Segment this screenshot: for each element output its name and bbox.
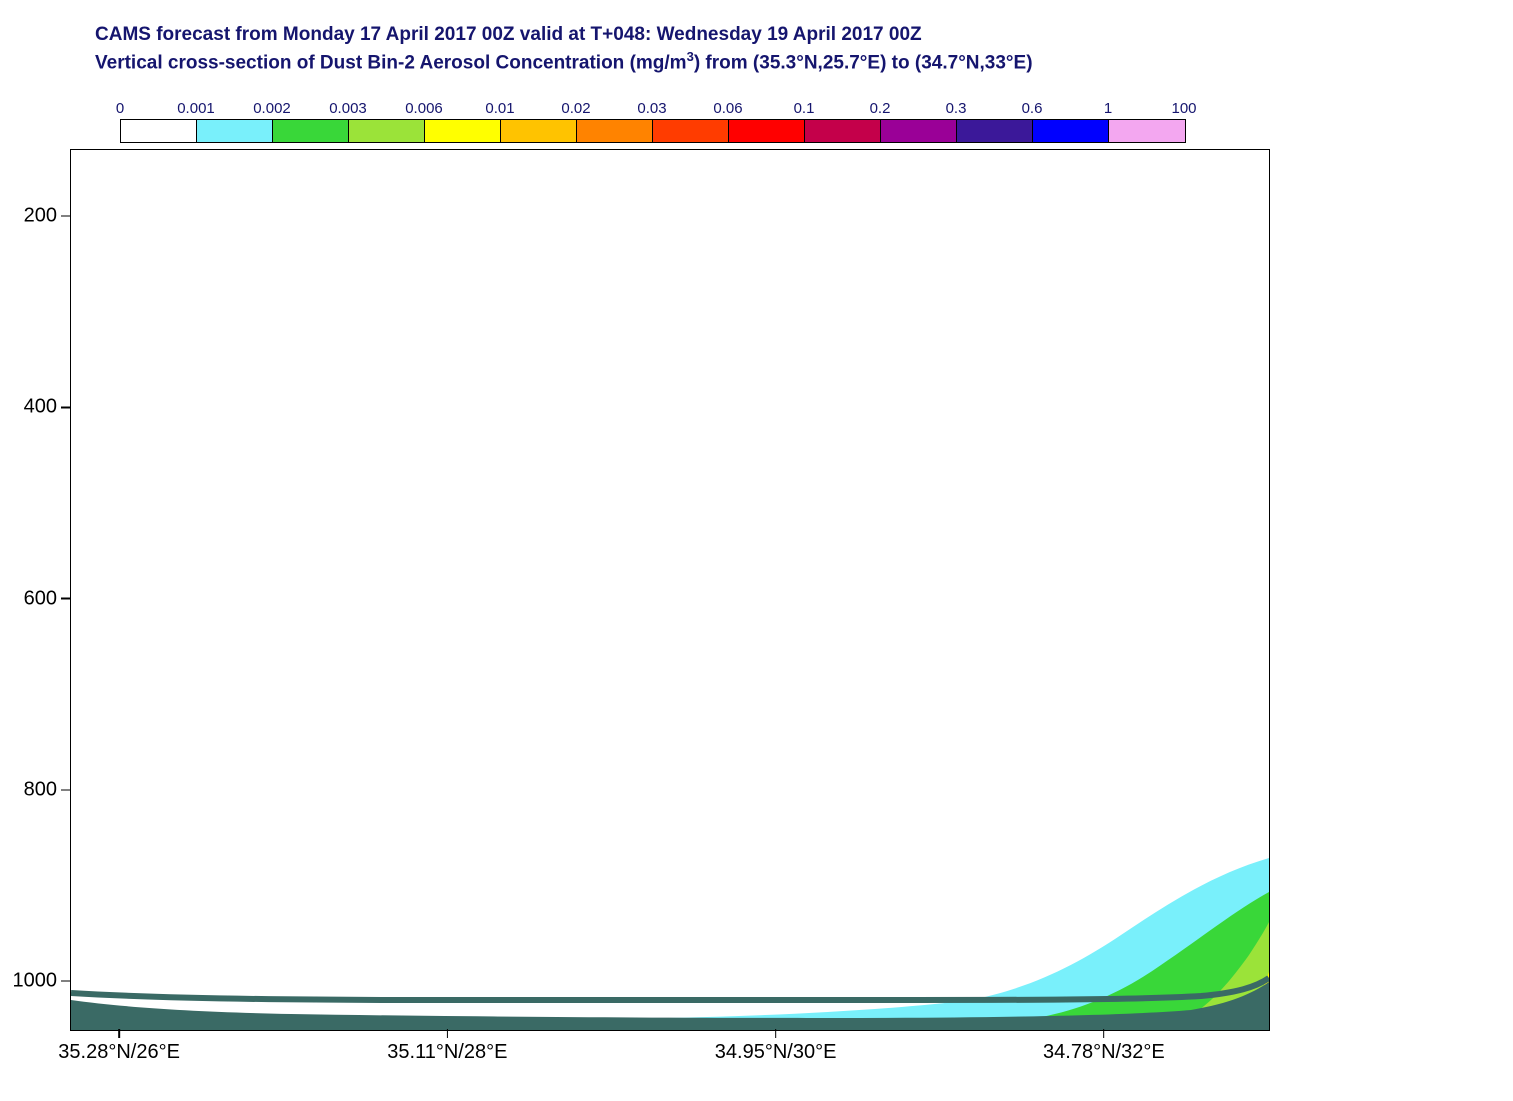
- colorbar-segment: [653, 120, 729, 142]
- y-tick-mark: [61, 598, 70, 600]
- y-tick-label: 400: [24, 396, 61, 419]
- colorbar-segments: [120, 119, 1186, 143]
- x-tick: 35.28°N/26°E: [58, 1029, 180, 1064]
- y-axis-ticks: 200 400 600 800 1000: [0, 149, 70, 1029]
- y-tick-label: 800: [24, 778, 61, 801]
- x-tick-mark: [447, 1029, 449, 1038]
- x-axis-ticks: 35.28°N/26°E35.11°N/28°E34.95°N/30°E34.7…: [70, 1029, 1268, 1069]
- colorbar-label: 0.3: [918, 100, 994, 117]
- colorbar-label: 100: [1146, 100, 1222, 117]
- title-line-2: Vertical cross-section of Dust Bin-2 Aer…: [95, 48, 1033, 76]
- colorbar-label: 0.6: [994, 100, 1070, 117]
- chart-title: CAMS forecast from Monday 17 April 2017 …: [95, 22, 1033, 76]
- colorbar-segment: [1109, 120, 1185, 142]
- title-line-1: CAMS forecast from Monday 17 April 2017 …: [95, 22, 1033, 48]
- colorbar-label: 0.003: [310, 100, 386, 117]
- plot-svg: [71, 150, 1269, 1030]
- plot-area: [70, 149, 1270, 1031]
- x-tick-mark: [775, 1029, 777, 1038]
- colorbar-segment: [425, 120, 501, 142]
- colorbar-label: 0.001: [158, 100, 234, 117]
- x-tick: 34.95°N/30°E: [715, 1029, 837, 1064]
- colorbar-segment: [1033, 120, 1109, 142]
- colorbar-segment: [957, 120, 1033, 142]
- x-tick-label: 35.11°N/28°E: [387, 1038, 507, 1064]
- y-tick: 400: [24, 396, 70, 419]
- y-tick-label: 200: [24, 204, 61, 227]
- colorbar-label: 0.1: [766, 100, 842, 117]
- colorbar-label: 0.01: [462, 100, 538, 117]
- y-tick: 200: [24, 204, 70, 227]
- colorbar-segment: [501, 120, 577, 142]
- y-tick-mark: [61, 789, 70, 791]
- colorbar-segment: [881, 120, 957, 142]
- y-tick: 800: [24, 778, 70, 801]
- colorbar-label: 0.002: [234, 100, 310, 117]
- x-tick: 35.11°N/28°E: [387, 1029, 507, 1064]
- y-tick-mark: [61, 980, 70, 982]
- y-tick-label: 600: [24, 587, 61, 610]
- x-tick-mark: [118, 1029, 120, 1038]
- x-tick-mark: [1103, 1029, 1105, 1038]
- x-tick-label: 35.28°N/26°E: [58, 1038, 180, 1064]
- colorbar-segment: [349, 120, 425, 142]
- colorbar-segment: [577, 120, 653, 142]
- y-tick-mark: [61, 407, 70, 409]
- colorbar-segment: [121, 120, 197, 142]
- y-tick: 1000: [13, 970, 71, 993]
- x-tick-label: 34.95°N/30°E: [715, 1038, 837, 1064]
- colorbar-segment: [805, 120, 881, 142]
- colorbar-label: 1: [1070, 100, 1146, 117]
- colorbar-label: 0: [82, 100, 158, 117]
- colorbar-label: 0.006: [386, 100, 462, 117]
- colorbar: 00.0010.0020.0030.0060.010.020.030.060.1…: [120, 100, 1260, 143]
- x-tick-label: 34.78°N/32°E: [1043, 1038, 1165, 1064]
- colorbar-label: 0.02: [538, 100, 614, 117]
- colorbar-label: 0.06: [690, 100, 766, 117]
- colorbar-label: 0.03: [614, 100, 690, 117]
- y-tick-label: 1000: [13, 970, 62, 993]
- colorbar-segment: [729, 120, 805, 142]
- colorbar-segment: [197, 120, 273, 142]
- y-tick-mark: [61, 215, 70, 217]
- x-tick: 34.78°N/32°E: [1043, 1029, 1165, 1064]
- colorbar-segment: [273, 120, 349, 142]
- colorbar-label: 0.2: [842, 100, 918, 117]
- y-tick: 600: [24, 587, 70, 610]
- colorbar-labels: 00.0010.0020.0030.0060.010.020.030.060.1…: [120, 100, 1260, 117]
